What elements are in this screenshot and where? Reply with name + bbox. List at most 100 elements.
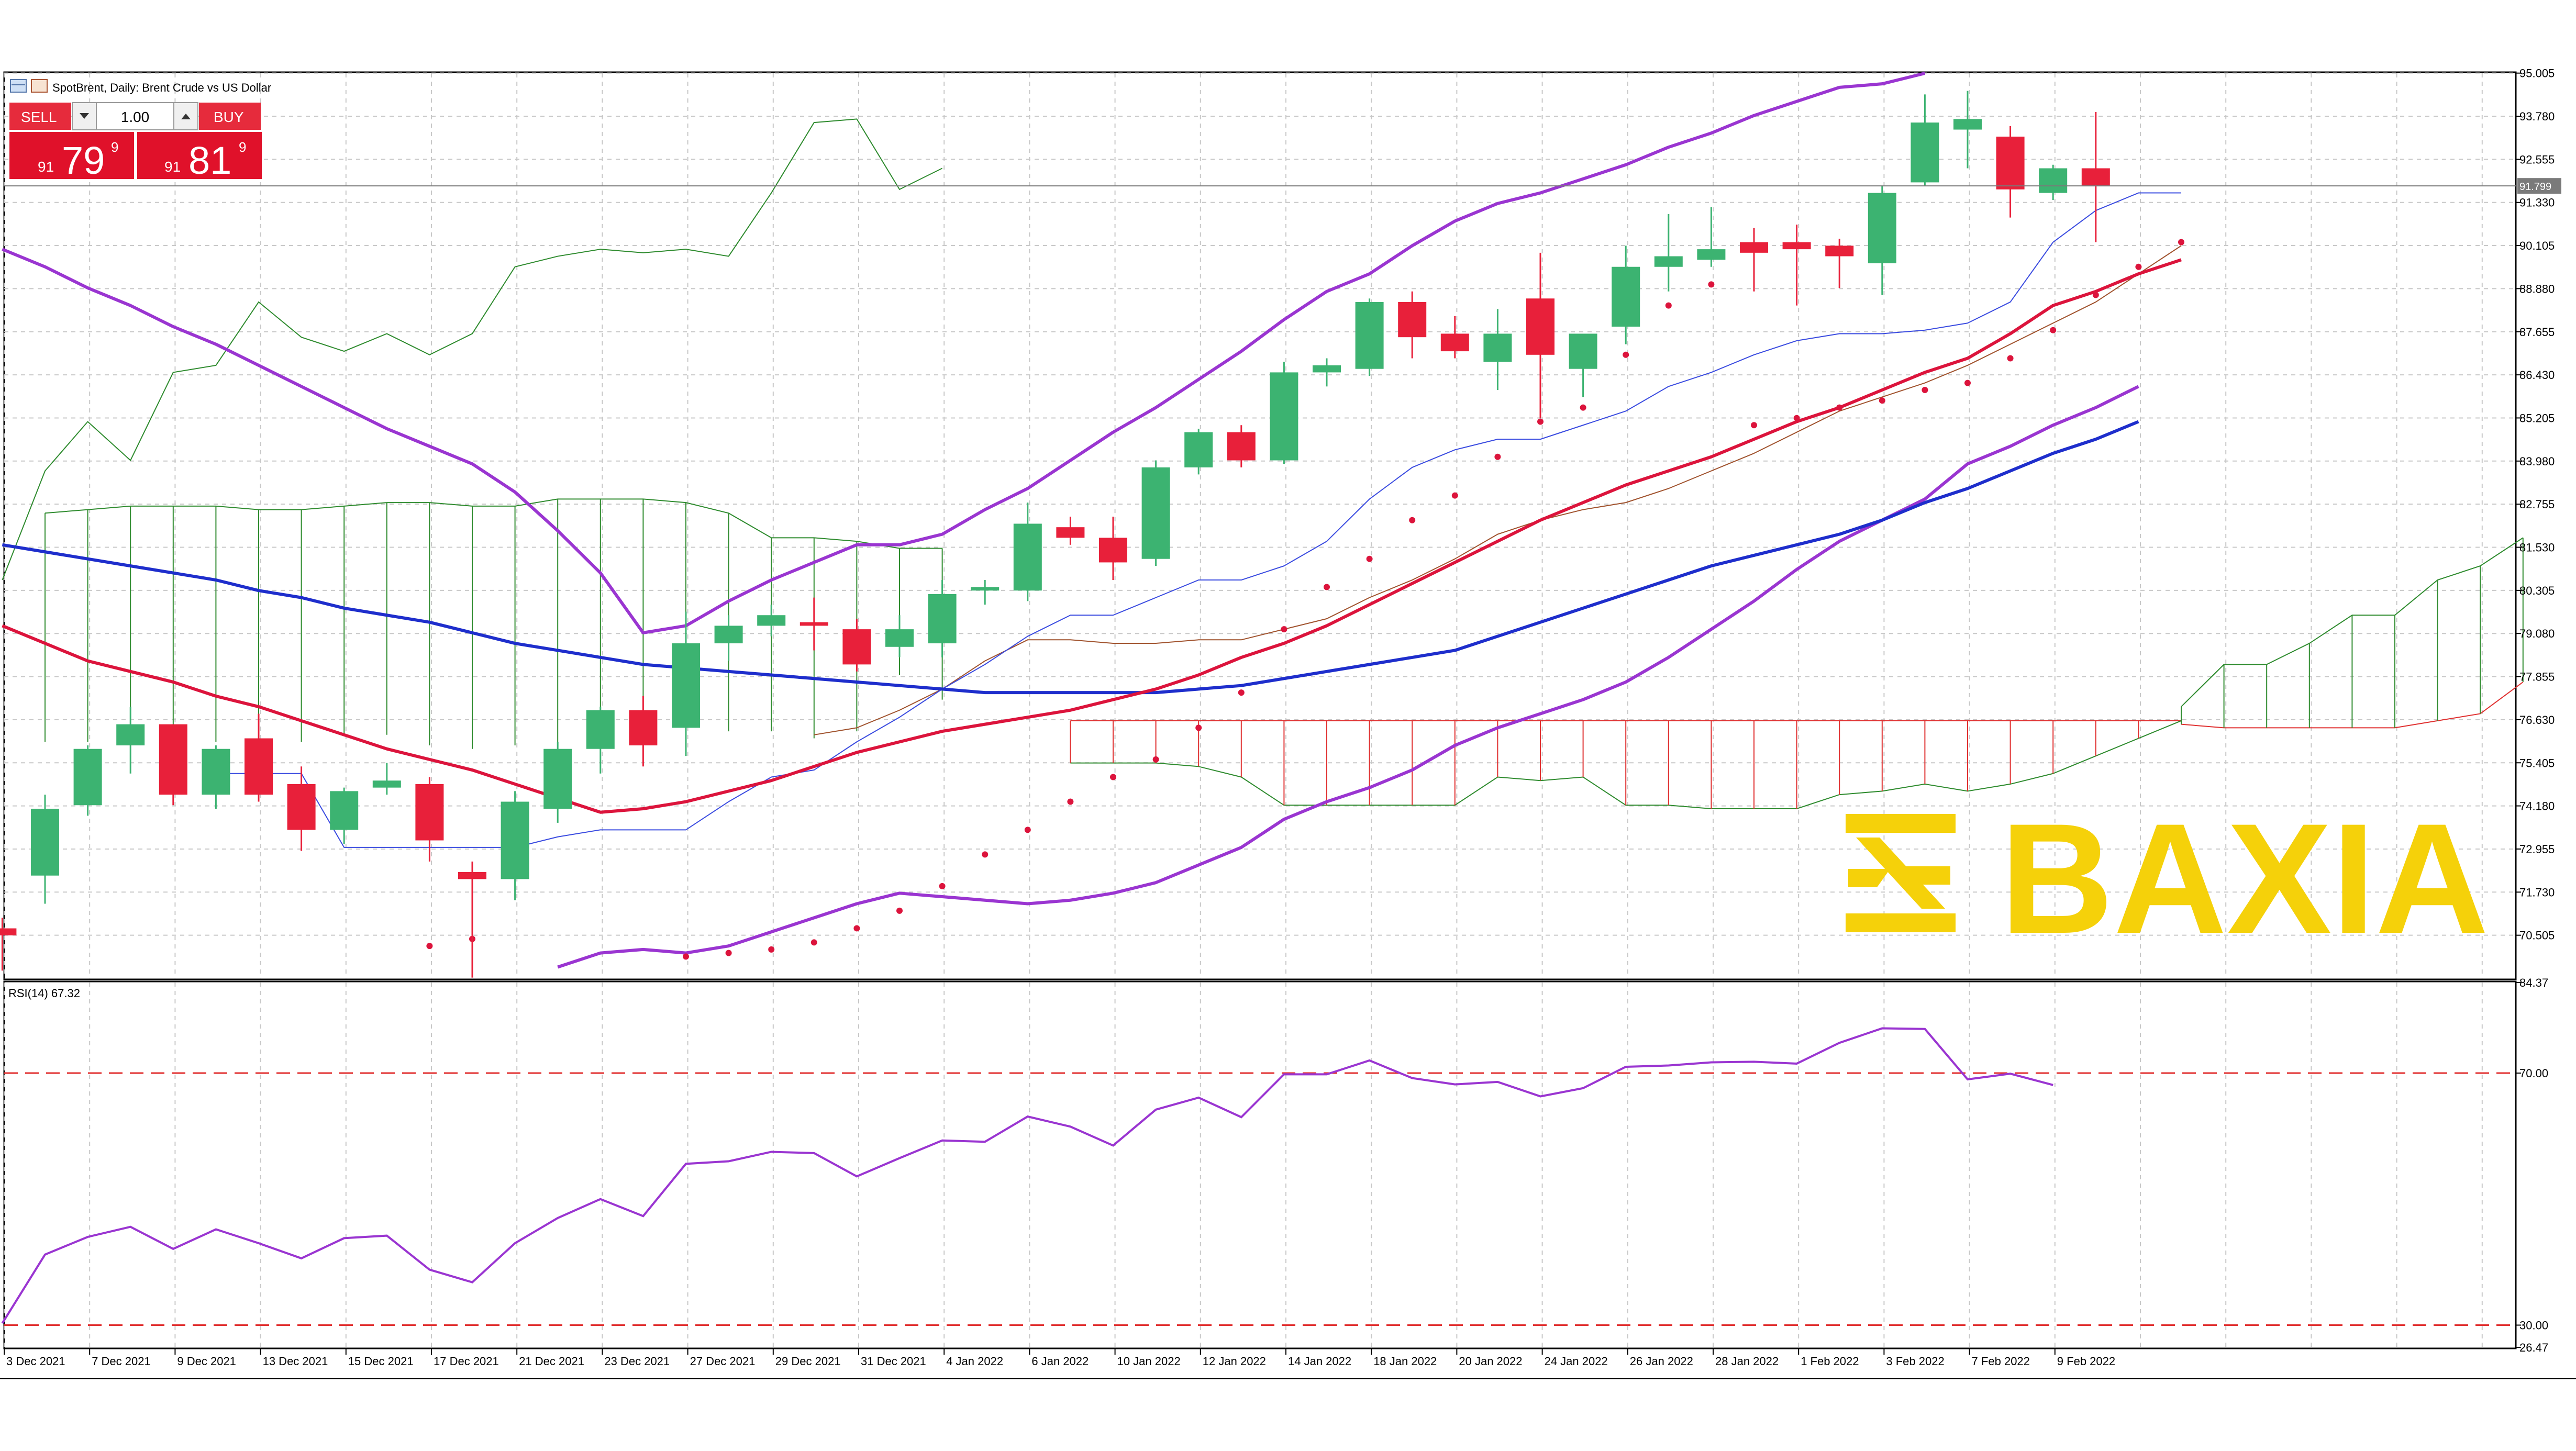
baxia-wordmark: BAXIA [2000, 790, 2489, 966]
buy-price-big: 81 [188, 139, 231, 182]
time-tick-label: 20 Jan 2022 [1459, 1355, 1522, 1368]
sar-dot [1152, 756, 1159, 763]
candle-bull [1612, 266, 1640, 327]
price-tick-label: 92.555 [2519, 153, 2555, 166]
sell-price-button[interactable] [9, 132, 134, 179]
sar-dot [1537, 418, 1544, 425]
rsi-pane[interactable]: RSI(14) 67.32 [1, 980, 2517, 1349]
buy-price-button[interactable] [137, 132, 262, 179]
candle-bear [458, 872, 486, 879]
sar-dot [2050, 327, 2057, 333]
candle-bear [800, 622, 828, 626]
sar-dot [2178, 239, 2184, 245]
sar-dot [2092, 292, 2099, 298]
rsi-tick-label: 84.37 [2519, 976, 2548, 989]
time-tick-label: 29 Dec 2021 [775, 1355, 841, 1368]
chart-type-icon [31, 79, 48, 93]
price-tick-label: 90.105 [2519, 239, 2555, 252]
sar-dot [982, 851, 989, 858]
rsi-grid [4, 983, 2483, 1347]
buy-price-sup: 9 [239, 139, 246, 155]
baxia-logo-mark [1846, 814, 1956, 932]
candle-bear [1398, 302, 1427, 338]
volume-input[interactable] [96, 102, 174, 130]
candle-bull [1868, 193, 1896, 264]
chevron-down-icon [80, 113, 89, 119]
candle-bear [1440, 333, 1469, 352]
candle-bull [586, 710, 615, 749]
candle-bear [415, 784, 444, 841]
ichimoku-cloud [2, 118, 2524, 809]
price-tick-label: 70.505 [2519, 929, 2555, 942]
price-tick-label: 86.430 [2519, 369, 2555, 382]
time-tick-label: 17 Dec 2021 [434, 1355, 499, 1368]
sar-dot [939, 883, 946, 889]
sar-dot [1238, 689, 1245, 696]
sar-dot [2007, 355, 2014, 362]
volume-up-button[interactable] [173, 102, 198, 130]
sar-dot [1110, 774, 1116, 780]
sar-dot [1451, 492, 1458, 499]
one-click-trading-panel: SELL 1.00 BUY 91 79 9 91 81 9 [9, 102, 262, 182]
candle-bull [1141, 467, 1170, 559]
price-chart-pane[interactable] [0, 71, 2524, 980]
rsi-tick-label: 26.47 [2519, 1341, 2548, 1354]
buy-price-prefix: 91 [164, 159, 181, 175]
candle-bull [372, 780, 401, 788]
candle-bull [1953, 119, 1982, 130]
sar-dot [1409, 517, 1416, 523]
candle-bear [1782, 242, 1811, 250]
candle-bull [1313, 365, 1341, 373]
candle-bear [1526, 298, 1555, 355]
time-tick-label: 23 Dec 2021 [604, 1355, 670, 1368]
sar-dot [896, 907, 903, 914]
time-tick-label: 31 Dec 2021 [861, 1355, 926, 1368]
sar-dot [1195, 724, 1202, 731]
time-tick-label: 7 Dec 2021 [92, 1355, 151, 1368]
time-tick-label: 15 Dec 2021 [348, 1355, 414, 1368]
time-tick-label: 9 Feb 2022 [2057, 1355, 2115, 1368]
sar-dot [725, 950, 732, 956]
price-tick-label: 80.305 [2519, 584, 2555, 597]
price-tick-label: 74.180 [2519, 800, 2555, 813]
sar-dot [1324, 584, 1330, 590]
candle-bull [1483, 333, 1512, 362]
current-price-marker: 91.799 [2517, 178, 2561, 194]
candle-bear [159, 724, 187, 795]
sar-dot [1067, 798, 1074, 805]
buy-button[interactable] [199, 103, 261, 130]
baxia-logo: BAXIA [1846, 790, 2489, 966]
sar-dot [1281, 626, 1287, 633]
price-tick-label: 79.080 [2519, 627, 2555, 640]
sar-dot [1922, 387, 1928, 394]
candle-bull [928, 594, 957, 644]
price-tick-label: 76.630 [2519, 713, 2555, 727]
price-tick-label: 81.530 [2519, 541, 2555, 554]
price-tick-label: 75.405 [2519, 756, 2555, 769]
sar-dot [426, 943, 433, 950]
candle-bull [1184, 432, 1213, 467]
candle-bull [543, 749, 572, 809]
cloud-span-a [45, 498, 942, 549]
candle-bull [971, 587, 1000, 591]
candle-bear [1825, 245, 1854, 256]
price-tick-label: 72.955 [2519, 843, 2555, 856]
chart-header: SpotBrent, Daily: Brent Crude vs US Doll… [10, 79, 271, 94]
rsi-pane-border [3, 980, 2517, 1349]
sar-dot [1494, 453, 1501, 460]
candle-bull [1654, 256, 1683, 267]
chevron-up-icon [181, 114, 191, 119]
candle-bear [2081, 168, 2110, 186]
indicator-lines [2, 72, 2182, 969]
candle-bull [501, 801, 529, 879]
volume-value: 1.00 [121, 109, 150, 125]
time-tick-label: 9 Dec 2021 [177, 1355, 236, 1368]
time-tick-label: 1 Feb 2022 [1801, 1355, 1859, 1368]
time-axis: 3 Dec 2021 7 Dec 2021 9 Dec 2021 13 Dec 202… [4, 1348, 2115, 1368]
sell-button[interactable] [9, 103, 71, 130]
parabolic-sar [426, 239, 2184, 960]
candle-bear [1099, 538, 1127, 563]
sar-dot [2135, 263, 2142, 270]
candle-bear [842, 629, 871, 665]
